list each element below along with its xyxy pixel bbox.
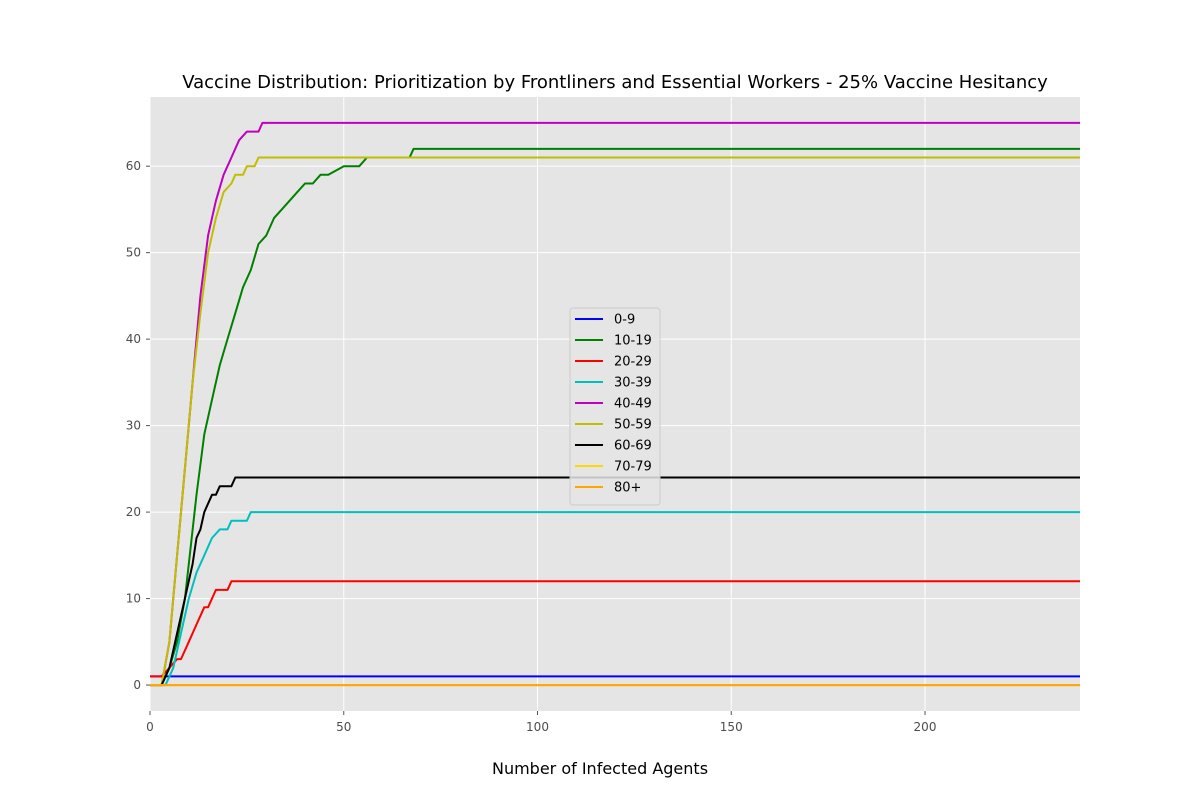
x-tick-label: 150 bbox=[720, 720, 743, 734]
legend: 0-9 10-19 20-29 30-39 40-49 50-59 60-69 70-79 80… bbox=[569, 307, 661, 506]
x-tick-label: 0 bbox=[146, 720, 154, 734]
series-line-60-69 bbox=[160, 476, 1080, 686]
tick-labels: 0 50 100 150 200 0 10 20 30 40 50 60 bbox=[126, 159, 937, 734]
y-tick-label: 20 bbox=[126, 505, 141, 519]
x-axis-label: Number of Infected Agents bbox=[492, 759, 708, 778]
y-tick-label: 50 bbox=[126, 246, 141, 260]
series-line-50-59 bbox=[150, 156, 1080, 687]
chart-title: Vaccine Distribution: Prioritization by … bbox=[182, 72, 1048, 93]
y-tick-label: 0 bbox=[133, 678, 141, 692]
x-tick-label: 50 bbox=[336, 720, 351, 734]
legend-label: 30-39 bbox=[614, 376, 652, 391]
legend-label: 0-9 bbox=[614, 313, 635, 328]
series-line-30-39 bbox=[150, 511, 1080, 687]
series-line-10-19 bbox=[150, 147, 1080, 687]
legend-label: 60-69 bbox=[614, 439, 652, 454]
legend-label: 10-19 bbox=[614, 334, 652, 349]
y-tick-label: 40 bbox=[126, 332, 141, 346]
x-tick-label: 100 bbox=[526, 720, 549, 734]
legend-label: 20-29 bbox=[614, 355, 652, 370]
y-tick-label: 60 bbox=[126, 159, 141, 173]
x-tick-label: 200 bbox=[914, 720, 937, 734]
legend-box bbox=[569, 307, 661, 506]
legend-label: 50-59 bbox=[614, 418, 652, 433]
legend-label: 70-79 bbox=[614, 460, 652, 475]
legend-label: 80+ bbox=[614, 481, 641, 496]
y-tick-label: 30 bbox=[126, 419, 141, 433]
series-lines bbox=[150, 121, 1080, 687]
y-tick-label: 10 bbox=[126, 592, 141, 606]
legend-label: 40-49 bbox=[614, 397, 652, 412]
